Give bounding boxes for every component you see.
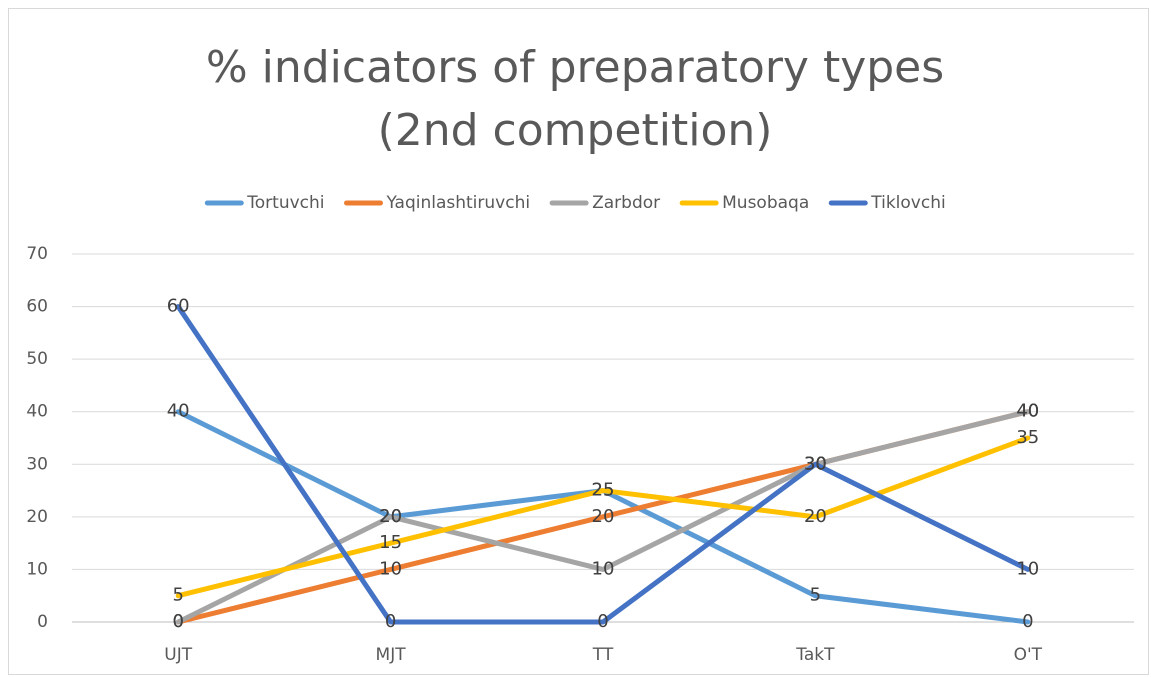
data-label: 30 [804,453,827,474]
series-line [175,304,1031,625]
data-label: 20 [379,506,402,527]
data-label: 25 [592,480,615,501]
data-label: 10 [592,558,615,579]
x-tick-label: TakT [795,645,835,665]
data-label: 20 [379,506,402,527]
data-label: 0 [172,611,183,632]
data-label: 30 [804,453,827,474]
series-line [175,409,1031,625]
y-tick-label: 40 [26,402,48,422]
y-tick-label: 30 [26,454,48,474]
x-tick-label: UJT [164,645,192,665]
data-label: 20 [804,506,827,527]
x-tick-label: MJT [376,645,407,665]
legend-label: Tortuvchi [246,193,324,213]
y-tick-label: 20 [26,507,48,527]
chart-title: % indicators of preparatory types (2nd c… [205,42,945,156]
data-label: 5 [172,585,183,606]
data-label: 0 [597,611,608,632]
y-tick-label: 70 [26,244,48,264]
data-label: 10 [379,558,402,579]
data-label: 40 [1016,401,1039,422]
chart-frame [8,8,1149,675]
data-label: 40 [1016,401,1039,422]
data-label: 60 [167,296,190,317]
data-label: 0 [385,611,396,632]
data-label: 25 [592,480,615,501]
data-label: 5 [810,585,821,606]
data-label: 30 [804,453,827,474]
x-tick-label: O'T [1014,645,1043,665]
data-label: 35 [1016,427,1039,448]
data-label: 0 [172,611,183,632]
y-tick-label: 60 [26,297,48,317]
legend-label: Yaqinlashtiruvchi [386,193,531,213]
data-label: 20 [592,506,615,527]
legend-label: Tiklovchi [870,193,945,213]
legend-label: Zarbdor [592,193,660,213]
y-tick-label: 0 [37,612,48,632]
y-tick-label: 10 [26,559,48,579]
data-label: 10 [1016,558,1039,579]
x-tick-label: TT [592,645,614,665]
data-label: 0 [1022,611,1033,632]
legend-label: Musobaqa [722,193,809,213]
data-label: 15 [379,532,402,553]
series-line [175,435,1031,599]
y-tick-label: 50 [26,349,48,369]
data-label: 40 [167,401,190,422]
